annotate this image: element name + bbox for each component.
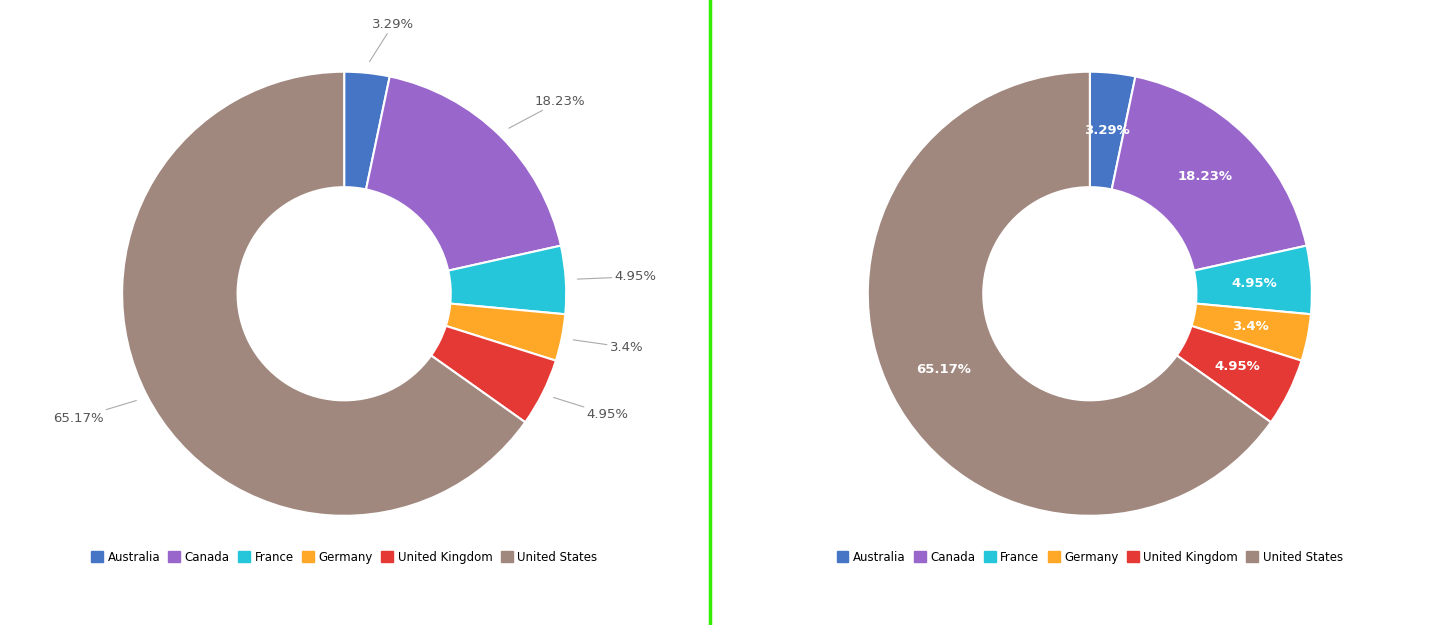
Legend: Australia, Canada, France, Germany, United Kingdom, United States: Australia, Canada, France, Germany, Unit… [836,551,1344,564]
Text: 18.23%: 18.23% [509,94,585,128]
Wedge shape [1195,246,1312,314]
Text: 4.95%: 4.95% [1215,361,1260,374]
Wedge shape [446,304,565,361]
Text: 18.23%: 18.23% [1177,171,1233,183]
Wedge shape [432,326,556,422]
Text: 4.95%: 4.95% [554,398,628,421]
Wedge shape [122,72,525,516]
Text: 4.95%: 4.95% [578,270,657,283]
Text: 65.17%: 65.17% [53,401,136,424]
Text: 3.29%: 3.29% [1084,124,1130,137]
Wedge shape [1192,304,1311,361]
Wedge shape [449,246,566,314]
Wedge shape [1111,76,1306,271]
Wedge shape [366,76,561,271]
Text: 4.95%: 4.95% [1230,277,1276,290]
Legend: Australia, Canada, France, Germany, United Kingdom, United States: Australia, Canada, France, Germany, Unit… [90,551,598,564]
Text: 3.29%: 3.29% [370,18,414,62]
Wedge shape [868,72,1271,516]
Wedge shape [344,72,390,189]
Text: 3.4%: 3.4% [1232,320,1269,332]
Wedge shape [1090,72,1136,189]
Text: 3.4%: 3.4% [574,340,644,354]
Wedge shape [1177,326,1302,422]
Text: 65.17%: 65.17% [916,362,971,376]
